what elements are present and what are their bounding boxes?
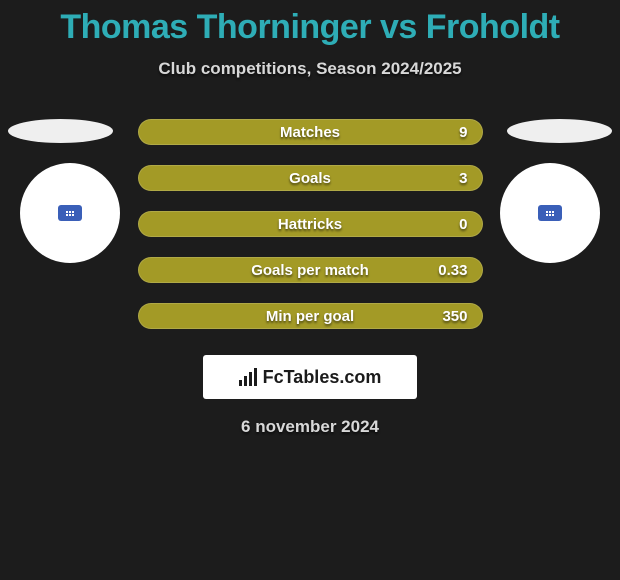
stat-bar: Hattricks 0 — [138, 211, 483, 237]
stat-label: Goals per match — [251, 262, 369, 279]
brand-box: FcTables.com — [203, 355, 417, 399]
placeholder-chip-icon — [58, 205, 82, 221]
stat-value: 3 — [459, 170, 467, 187]
player-right-ellipse — [507, 119, 612, 143]
stat-bar: Goals 3 — [138, 165, 483, 191]
stat-value: 9 — [459, 124, 467, 141]
stat-value: 0 — [459, 216, 467, 233]
stat-label: Hattricks — [278, 216, 342, 233]
brand-bars-icon — [239, 368, 257, 386]
stat-label: Goals — [289, 170, 331, 187]
placeholder-chip-icon — [538, 205, 562, 221]
player-right-avatar — [500, 163, 600, 263]
stat-value: 0.33 — [438, 262, 467, 279]
stat-bars: Matches 9 Goals 3 Hattricks 0 Goals per … — [138, 119, 483, 329]
date-text: 6 november 2024 — [0, 417, 620, 437]
stat-value: 350 — [442, 308, 467, 325]
comparison-content: Matches 9 Goals 3 Hattricks 0 Goals per … — [0, 119, 620, 437]
player-left-avatar — [20, 163, 120, 263]
brand-text: FcTables.com — [263, 367, 382, 388]
player-left-ellipse — [8, 119, 113, 143]
stat-bar: Goals per match 0.33 — [138, 257, 483, 283]
stat-bar: Min per goal 350 — [138, 303, 483, 329]
subtitle: Club competitions, Season 2024/2025 — [0, 59, 620, 79]
page-title: Thomas Thorninger vs Froholdt — [0, 0, 620, 47]
stat-label: Min per goal — [266, 308, 354, 325]
stat-bar: Matches 9 — [138, 119, 483, 145]
stat-label: Matches — [280, 124, 340, 141]
